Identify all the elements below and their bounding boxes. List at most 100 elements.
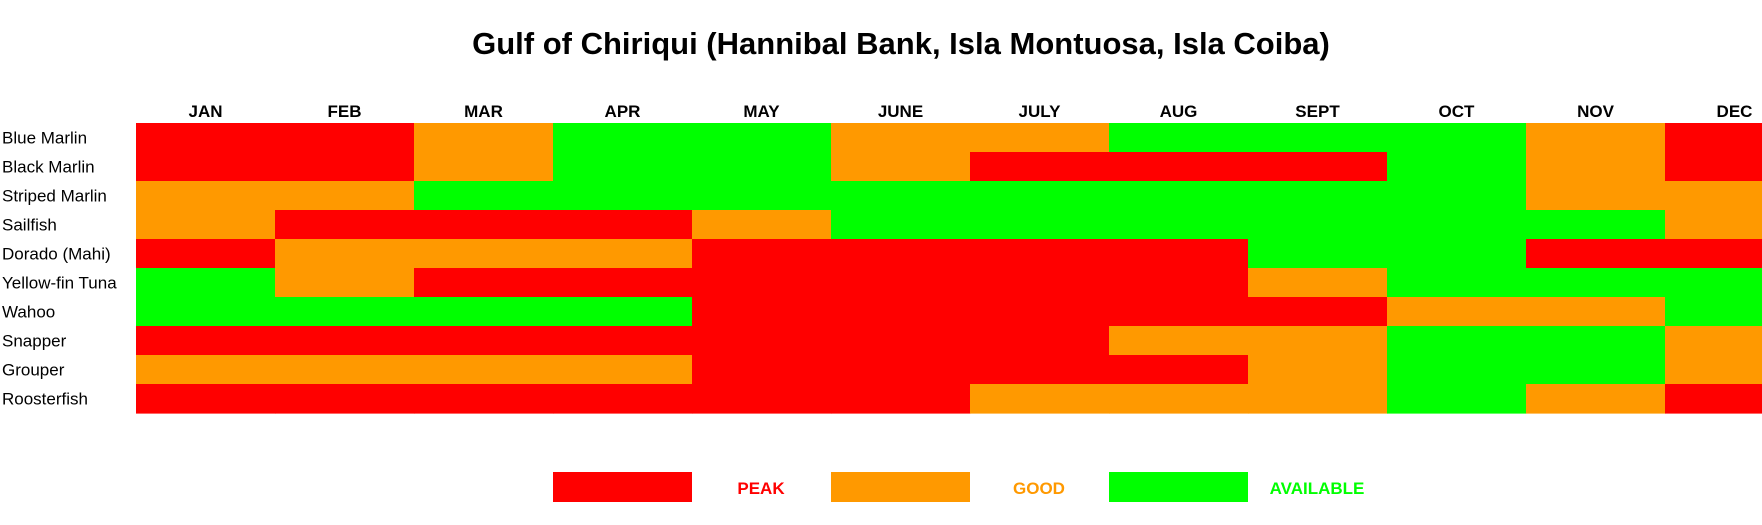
heat-cell xyxy=(414,210,554,240)
heat-cell xyxy=(414,239,554,269)
heat-cell xyxy=(1526,355,1666,385)
month-labels: JAN FEB MAR APR MAY JUNE JULY AUG SEPT OCT NOV DEC xyxy=(188,102,1752,121)
heat-cell xyxy=(970,384,1110,414)
heat-cell xyxy=(1248,297,1388,327)
heat-cell xyxy=(1526,181,1666,211)
heat-cell xyxy=(136,239,276,269)
heat-cell xyxy=(1248,268,1388,298)
heat-cell xyxy=(1665,181,1762,211)
heat-cell xyxy=(692,268,832,298)
heat-cell xyxy=(970,210,1110,240)
heat-cell xyxy=(136,152,276,182)
heat-cell xyxy=(831,181,971,211)
month-label: MAY xyxy=(743,102,780,121)
heat-cell xyxy=(970,355,1110,385)
heat-cell xyxy=(275,152,415,182)
heat-cell xyxy=(414,152,554,182)
month-label: JULY xyxy=(1019,102,1062,121)
heat-cell xyxy=(1109,326,1249,356)
species-label: Black Marlin xyxy=(2,158,95,177)
heat-cell xyxy=(1665,355,1762,385)
heat-cell xyxy=(692,239,832,269)
heat-cell xyxy=(1665,239,1762,269)
legend-swatch xyxy=(831,472,970,502)
heat-cell xyxy=(1248,152,1388,182)
heat-cell xyxy=(136,268,276,298)
heat-cell xyxy=(1109,210,1249,240)
heat-cell xyxy=(136,297,276,327)
heat-cell xyxy=(1526,268,1666,298)
heat-cell xyxy=(692,210,832,240)
heat-cell xyxy=(831,152,971,182)
heat-cells xyxy=(136,123,1762,414)
legend-label: GOOD xyxy=(1013,479,1065,498)
heat-cell xyxy=(553,384,693,414)
heat-cell xyxy=(136,181,276,211)
species-labels: Blue Marlin Black Marlin Striped Marlin Sai… xyxy=(2,129,117,409)
heat-cell xyxy=(1665,384,1762,414)
heat-cell xyxy=(136,384,276,414)
heat-cell xyxy=(831,210,971,240)
heat-cell xyxy=(553,210,693,240)
heat-cell xyxy=(136,210,276,240)
species-label: Sailfish xyxy=(2,216,57,235)
month-label: MAR xyxy=(464,102,503,121)
heat-cell xyxy=(275,297,415,327)
heat-cell xyxy=(831,239,971,269)
heat-cell xyxy=(1248,326,1388,356)
heat-cell xyxy=(1387,123,1527,153)
month-label: OCT xyxy=(1439,102,1476,121)
heat-cell xyxy=(136,326,276,356)
heat-cell xyxy=(831,268,971,298)
heat-cell xyxy=(553,181,693,211)
legend-label: AVAILABLE xyxy=(1270,479,1365,498)
heat-cell xyxy=(414,123,554,153)
species-label: Dorado (Mahi) xyxy=(2,245,111,264)
species-label: Striped Marlin xyxy=(2,187,107,206)
heat-cell xyxy=(1387,210,1527,240)
heat-cell xyxy=(553,152,693,182)
heat-cell xyxy=(414,181,554,211)
heat-cell xyxy=(970,268,1110,298)
heat-cell xyxy=(970,239,1110,269)
heat-cell xyxy=(553,239,693,269)
heat-cell xyxy=(553,355,693,385)
species-label: Blue Marlin xyxy=(2,129,87,148)
heat-cell xyxy=(692,181,832,211)
heat-cell xyxy=(275,384,415,414)
heat-cell xyxy=(1665,152,1762,182)
heat-cell xyxy=(692,123,832,153)
heat-cell xyxy=(275,181,415,211)
month-label: SEPT xyxy=(1295,102,1340,121)
chart-title: Gulf of Chiriqui (Hannibal Bank, Isla Mo… xyxy=(472,26,1330,61)
heat-cell xyxy=(553,297,693,327)
heat-cell xyxy=(1387,239,1527,269)
heat-cell xyxy=(831,384,971,414)
month-label: NOV xyxy=(1577,102,1615,121)
heat-cell xyxy=(1387,297,1527,327)
heat-cell xyxy=(553,123,693,153)
heat-cell xyxy=(553,268,693,298)
heat-cell xyxy=(414,384,554,414)
heat-cell xyxy=(136,123,276,153)
species-label: Yellow-fin Tuna xyxy=(2,274,117,293)
heat-cell xyxy=(831,123,971,153)
heat-cell xyxy=(275,239,415,269)
heat-cell xyxy=(1109,152,1249,182)
heat-cell xyxy=(1109,268,1249,298)
heat-cell xyxy=(970,326,1110,356)
heat-cell xyxy=(1109,297,1249,327)
heat-cell xyxy=(275,268,415,298)
legend-label: PEAK xyxy=(737,479,785,498)
month-label: AUG xyxy=(1160,102,1198,121)
heat-cell xyxy=(1248,123,1388,153)
month-label: FEB xyxy=(328,102,362,121)
heat-cell xyxy=(1387,326,1527,356)
heat-cell xyxy=(1665,326,1762,356)
month-label: JAN xyxy=(188,102,222,121)
heat-cell xyxy=(1109,181,1249,211)
heat-cell xyxy=(1526,297,1666,327)
heat-cell xyxy=(414,326,554,356)
heat-cell xyxy=(1387,181,1527,211)
month-label: JUNE xyxy=(878,102,923,121)
